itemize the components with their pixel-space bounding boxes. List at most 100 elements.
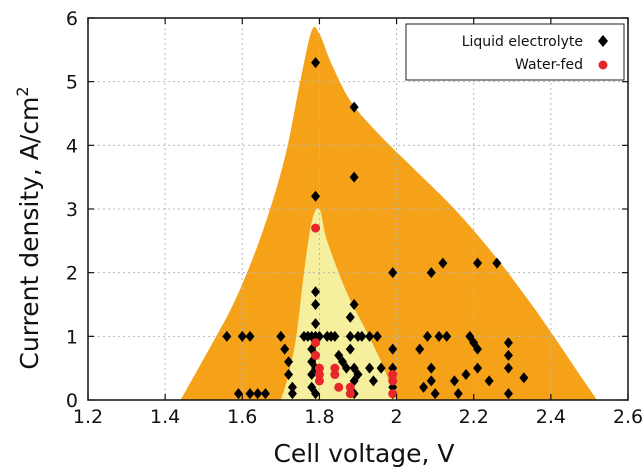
point-liquid-electrolyte-80 [503, 349, 513, 361]
point-liquid-electrolyte-37 [345, 311, 355, 323]
point-liquid-electrolyte-67 [438, 257, 448, 269]
point-liquid-electrolyte-1 [233, 388, 243, 400]
legend-label-water-fed: Water-fed [515, 57, 583, 73]
point-liquid-electrolyte-19 [307, 381, 317, 393]
point-liquid-electrolyte-53 [376, 362, 386, 374]
point-liquid-electrolyte-50 [365, 362, 375, 374]
point-liquid-electrolyte-51 [368, 375, 378, 387]
point-liquid-electrolyte-76 [473, 257, 483, 269]
point-water-fed-8 [334, 382, 344, 392]
point-liquid-electrolyte-24 [311, 318, 321, 330]
point-liquid-electrolyte-81 [503, 362, 513, 374]
point-liquid-electrolyte-54 [388, 267, 398, 279]
point-liquid-electrolyte-10 [284, 369, 294, 381]
point-liquid-electrolyte-82 [503, 388, 513, 400]
point-liquid-electrolyte-73 [469, 337, 479, 349]
y-axis-label-superscript: 2 [13, 86, 32, 96]
y-axis-label-main: Current density, A/cm [15, 97, 44, 370]
point-water-fed-10 [345, 389, 355, 399]
legend-marker-liquid-electrolyte [598, 35, 608, 47]
point-liquid-electrolyte-55 [388, 343, 398, 355]
point-liquid-electrolyte-69 [449, 375, 459, 387]
x-tick-label-2: 1.6 [227, 406, 257, 428]
point-water-fed-7 [330, 370, 340, 380]
point-liquid-electrolyte-22 [311, 286, 321, 298]
point-liquid-electrolyte-47 [353, 369, 363, 381]
point-liquid-electrolyte-0 [222, 330, 232, 342]
region-0 [180, 26, 598, 400]
point-liquid-electrolyte-64 [426, 267, 436, 279]
legend-box [405, 23, 625, 81]
point-water-fed-0 [311, 223, 321, 233]
point-liquid-electrolyte-43 [349, 362, 359, 374]
x-axis-label: Cell voltage, V [273, 439, 454, 468]
point-water-fed-9 [345, 382, 355, 392]
point-liquid-electrolyte-70 [453, 388, 463, 400]
point-liquid-electrolyte-29 [311, 388, 321, 400]
point-liquid-electrolyte-60 [419, 381, 429, 393]
point-liquid-electrolyte-4 [245, 388, 255, 400]
point-liquid-electrolyte-35 [338, 356, 348, 368]
point-water-fed-6 [330, 363, 340, 373]
grid-layer [88, 18, 628, 400]
point-liquid-electrolyte-9 [284, 356, 294, 368]
point-liquid-electrolyte-75 [473, 362, 483, 374]
point-liquid-electrolyte-38 [345, 330, 355, 342]
point-liquid-electrolyte-61 [422, 330, 432, 342]
y-tick-label-1: 1 [66, 326, 78, 348]
point-liquid-electrolyte-83 [519, 372, 529, 384]
legend-label-liquid-electrolyte: Liquid electrolyte [462, 34, 583, 50]
point-liquid-electrolyte-52 [372, 330, 382, 342]
point-liquid-electrolyte-12 [287, 388, 297, 400]
point-liquid-electrolyte-6 [260, 388, 270, 400]
point-liquid-electrolyte-11 [287, 381, 297, 393]
point-water-fed-5 [314, 376, 324, 386]
point-liquid-electrolyte-77 [484, 375, 494, 387]
point-liquid-electrolyte-36 [341, 362, 351, 374]
point-liquid-electrolyte-23 [311, 299, 321, 310]
point-water-fed-13 [388, 389, 398, 399]
x-tick-label-0: 1.2 [73, 406, 103, 428]
point-liquid-electrolyte-39 [345, 343, 355, 355]
point-liquid-electrolyte-18 [307, 369, 317, 381]
points-layer [222, 57, 529, 400]
point-liquid-electrolyte-65 [430, 388, 440, 400]
point-liquid-electrolyte-7 [276, 330, 286, 342]
y-tick-label-2: 2 [66, 263, 78, 285]
y-tick-label-6: 6 [66, 8, 78, 30]
point-liquid-electrolyte-62 [426, 362, 436, 374]
x-tick-label-1: 1.4 [150, 406, 180, 428]
point-liquid-electrolyte-41 [349, 171, 359, 183]
point-liquid-electrolyte-42 [349, 299, 359, 310]
point-water-fed-4 [314, 370, 324, 380]
point-liquid-electrolyte-66 [434, 330, 444, 342]
y-tick-label-4: 4 [66, 135, 78, 157]
x-tick-label-6: 2.4 [536, 406, 566, 428]
legend: Liquid electrolyte Water-fed [405, 23, 625, 81]
point-water-fed-3 [314, 363, 324, 373]
point-water-fed-1 [311, 338, 321, 348]
point-liquid-electrolyte-21 [311, 190, 321, 202]
x-tick-label-7: 2.6 [613, 406, 642, 428]
point-liquid-electrolyte-5 [253, 388, 263, 400]
point-liquid-electrolyte-2 [237, 330, 247, 342]
point-liquid-electrolyte-34 [334, 349, 344, 361]
point-liquid-electrolyte-8 [280, 343, 290, 355]
point-liquid-electrolyte-74 [473, 343, 483, 355]
point-liquid-electrolyte-79 [503, 337, 513, 349]
point-liquid-electrolyte-40 [349, 101, 359, 113]
y-tick-label-5: 5 [66, 72, 78, 94]
x-tick-label-4: 2 [391, 406, 403, 428]
point-water-fed-2 [311, 350, 321, 360]
point-water-fed-12 [388, 376, 398, 386]
point-liquid-electrolyte-20 [311, 57, 321, 69]
point-liquid-electrolyte-49 [365, 330, 375, 342]
y-axis-label: Current density, A/cm2 [13, 86, 44, 369]
y-tick-label-3: 3 [66, 199, 78, 221]
legend-marker-water-fed [598, 60, 608, 70]
x-tick-label-3: 1.8 [304, 406, 334, 428]
region-layer [180, 26, 598, 400]
point-liquid-electrolyte-78 [492, 257, 502, 269]
x-tick-label-5: 2.2 [459, 406, 489, 428]
